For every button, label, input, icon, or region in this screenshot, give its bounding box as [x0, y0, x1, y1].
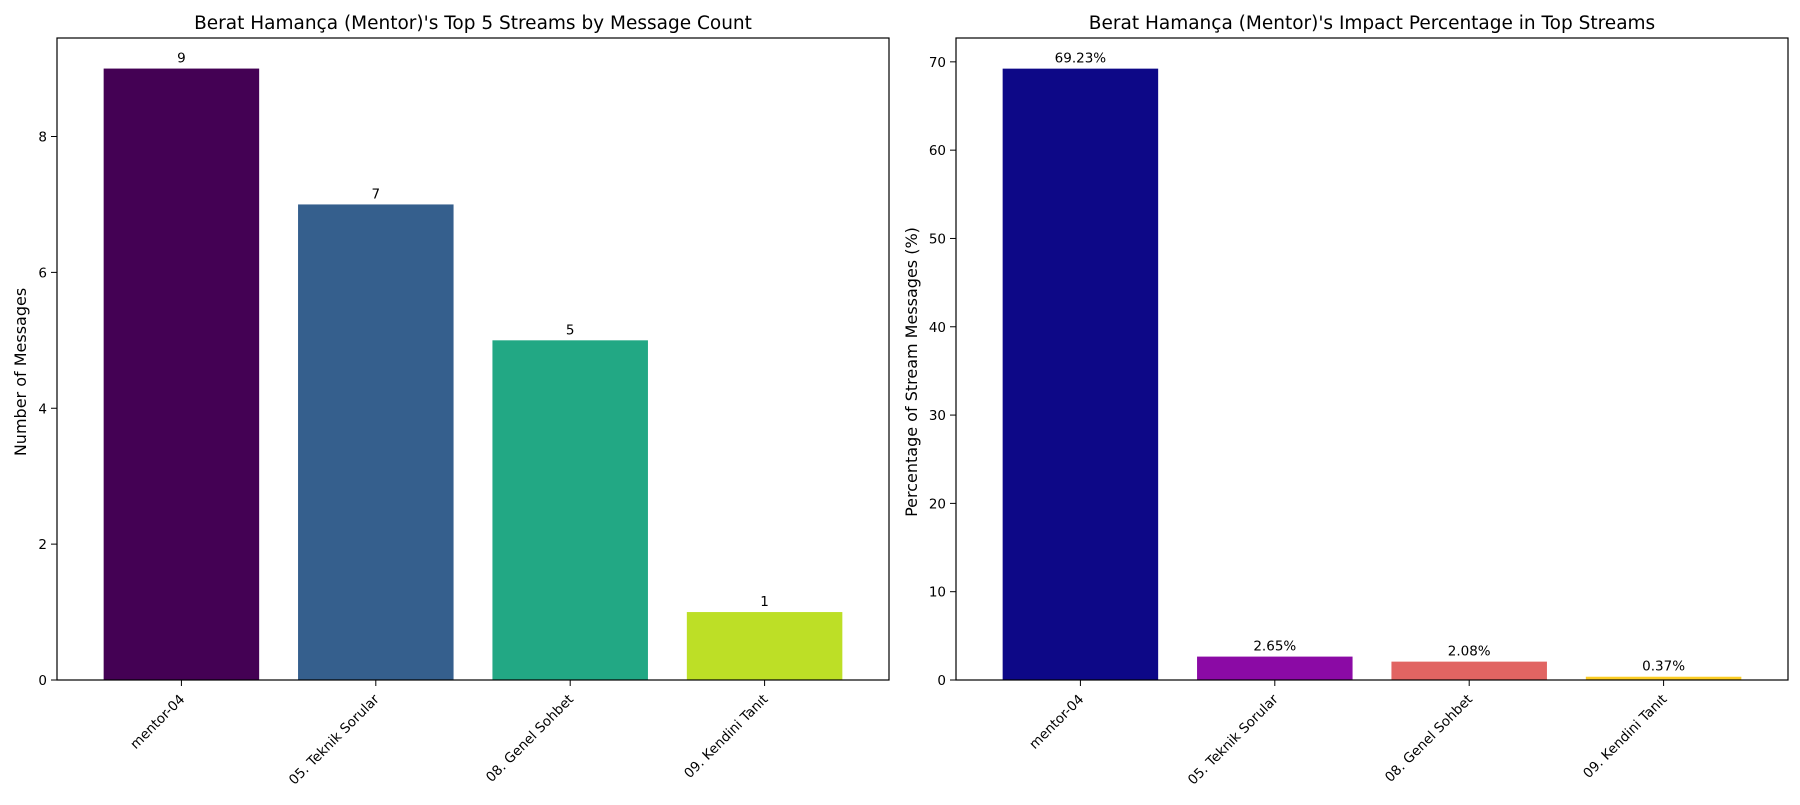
left-chart-bar-3	[686, 612, 843, 680]
right-chart-xtick-label-1: 05. Teknik Sorular	[1185, 691, 1282, 788]
right-chart-plot-frame	[955, 37, 1789, 681]
left-chart-ytick-label-3: 6	[38, 265, 47, 281]
right-chart-ytick-label-7: 70	[929, 55, 946, 71]
right-chart-xtick-label-0: mentor-04	[1026, 692, 1087, 753]
left-chart-plot-frame	[56, 37, 890, 681]
left-chart-bar-1	[298, 204, 454, 680]
left-chart-xtick-label-2: 08. Genel Sohbet	[483, 692, 577, 786]
right-chart-marks: 69.23% mentor-04 2.65% 05. Teknik Sorular 2.…	[929, 37, 1789, 788]
right-chart-ytick-label-0: 0	[937, 673, 946, 689]
right-chart-panel: Berat Hamança (Mentor)'s Impact Percenta…	[902, 13, 1789, 788]
left-chart-data-label-1: 7	[372, 186, 381, 202]
left-chart-ytick-label-0: 0	[38, 673, 47, 689]
right-chart-bar-0	[1002, 68, 1159, 680]
left-chart-ytick-label-2: 4	[38, 401, 47, 417]
left-chart-ytick-label-4: 8	[38, 130, 47, 146]
right-chart-data-label-3: 0.37%	[1642, 659, 1685, 675]
left-chart-xtick-label-0: mentor-04	[127, 692, 188, 753]
right-chart-title: Berat Hamança (Mentor)'s Impact Percenta…	[1089, 13, 1655, 34]
left-chart-xtick-label-1: 05. Teknik Sorular	[286, 691, 383, 788]
right-chart-ytick-label-2: 20	[929, 496, 946, 512]
left-chart-title: Berat Hamança (Mentor)'s Top 5 Streams b…	[194, 13, 752, 34]
right-chart-ytick-label-6: 60	[929, 143, 946, 159]
left-chart-xtick-label-3: 09. Kendini Tanıt	[681, 692, 771, 782]
left-chart-bar-0	[103, 68, 260, 680]
right-chart-data-label-1: 2.65%	[1253, 639, 1296, 655]
right-chart-ylabel: Percentage of Stream Messages (%)	[902, 227, 921, 517]
right-chart-ytick-label-5: 50	[929, 231, 946, 247]
right-chart-xtick-label-3: 09. Kendini Tanıt	[1580, 692, 1670, 782]
left-chart-data-label-3: 1	[760, 594, 769, 610]
left-chart-ytick-label-1: 2	[38, 537, 47, 553]
right-chart-xtick-label-2: 08. Genel Sohbet	[1382, 692, 1476, 786]
left-chart-marks: 9 mentor-04 7 05. Teknik Sorular 5 08. Genel …	[38, 37, 890, 788]
right-chart-ytick-label-4: 40	[929, 320, 946, 336]
right-chart-ytick-label-3: 30	[929, 408, 946, 424]
left-chart-data-label-0: 9	[177, 51, 186, 67]
left-chart-ylabel: Number of Messages	[11, 288, 30, 456]
right-chart-data-label-2: 2.08%	[1448, 644, 1491, 660]
right-chart-bar-1	[1197, 656, 1353, 680]
right-chart-bar-3	[1585, 676, 1742, 680]
right-chart-bar-2	[1391, 661, 1547, 680]
left-chart-panel: Berat Hamança (Mentor)'s Top 5 Streams b…	[11, 13, 890, 788]
right-chart-ytick-label-1: 10	[929, 585, 946, 601]
right-chart-data-label-0: 69.23%	[1055, 51, 1107, 67]
left-chart-data-label-2: 5	[566, 322, 575, 338]
left-chart-bar-2	[492, 340, 648, 680]
